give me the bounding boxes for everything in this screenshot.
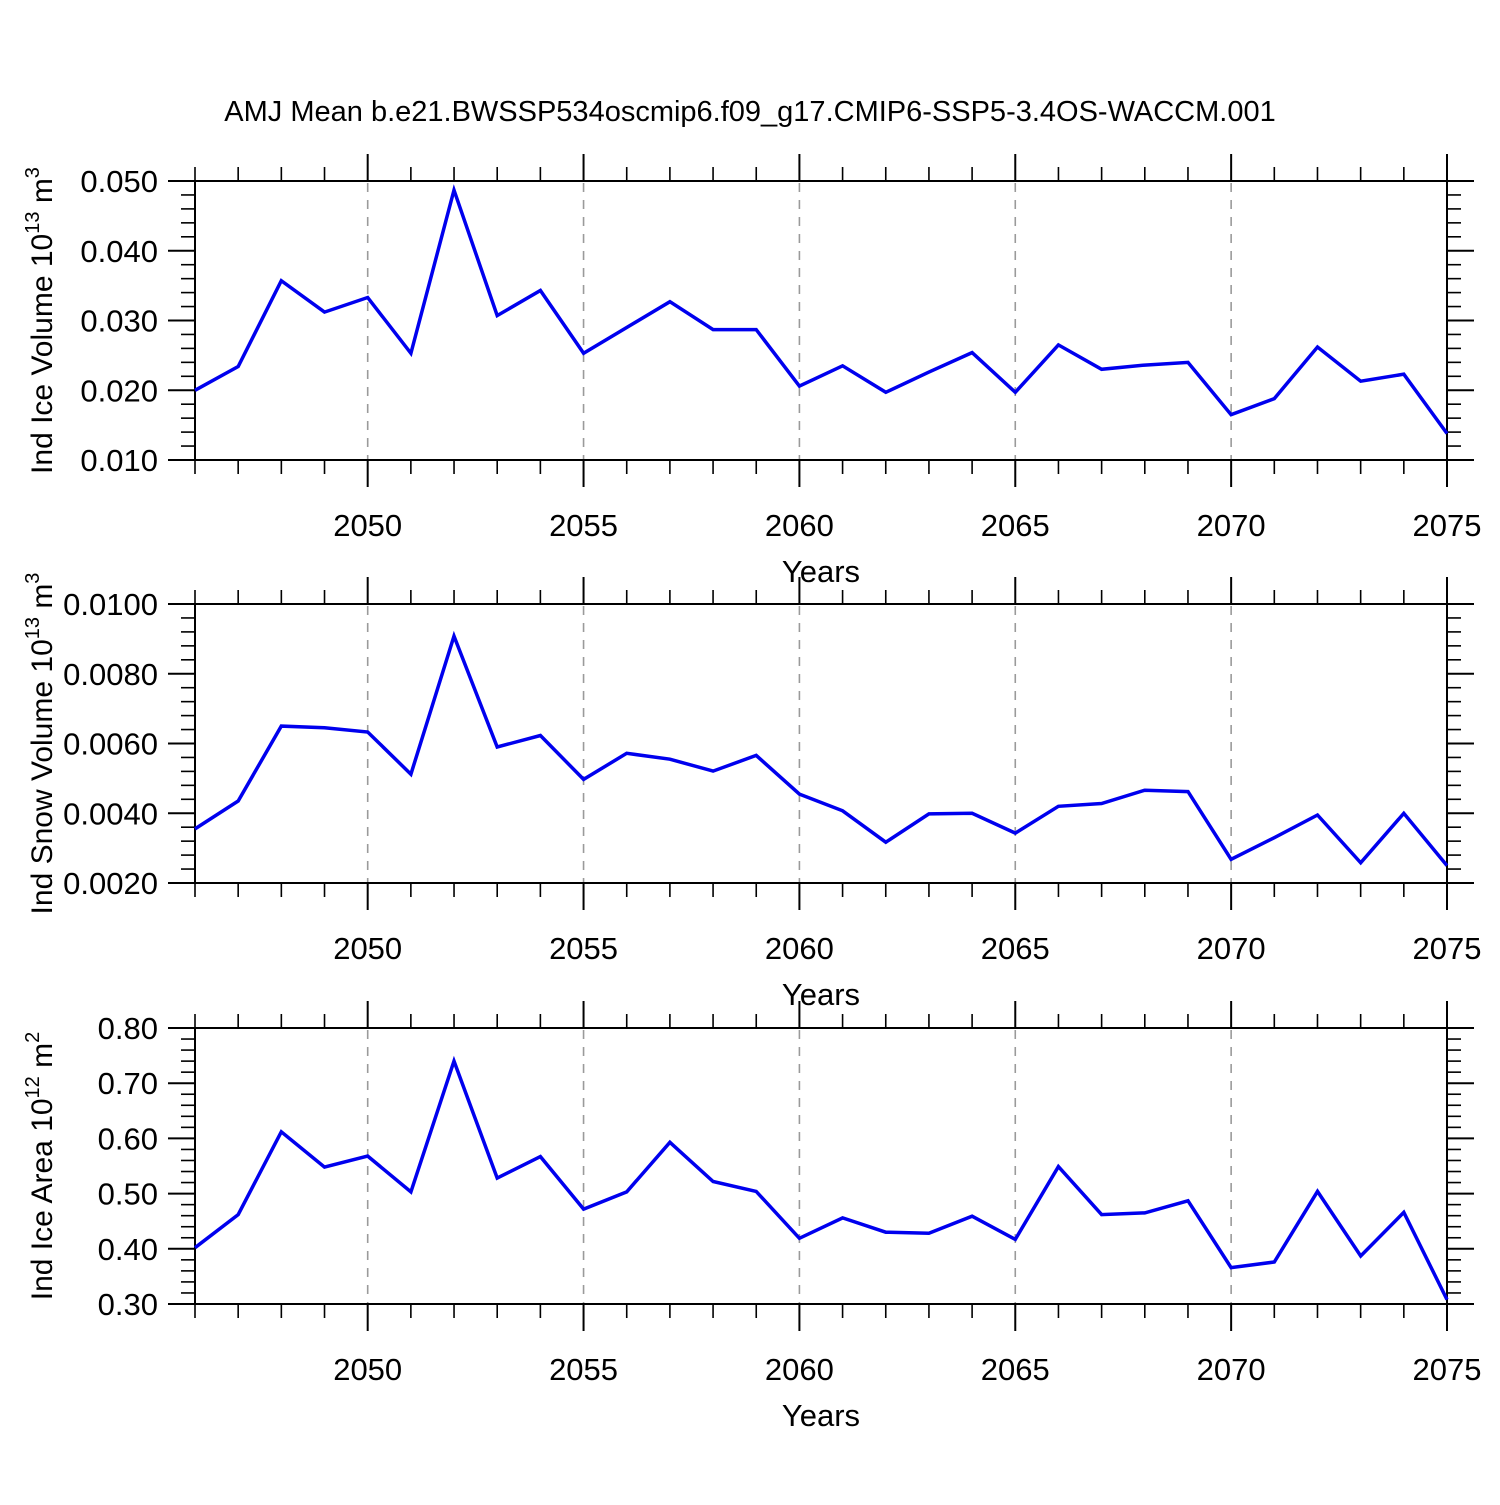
- x-tick-label: 2055: [549, 931, 618, 966]
- y-axis-title: Ind Ice Volume 1013 m3: [22, 167, 59, 474]
- x-tick-label: 2065: [981, 1352, 1050, 1387]
- x-tick-label: 2055: [549, 508, 618, 543]
- x-tick-label: 2060: [765, 1352, 834, 1387]
- y-tick-label: 0.0020: [63, 866, 158, 901]
- ice-area-chart: 2050 2055 2060 2065 2070 2075 Years 0.30 0.40 0.5…: [22, 1001, 1481, 1433]
- y-tick-label: 0.050: [80, 164, 158, 199]
- data-line: [194, 630, 1449, 867]
- x-tick-label: 2050: [333, 508, 402, 543]
- y-tick-label: 0.80: [98, 1011, 158, 1046]
- x-axis-title: Years: [782, 554, 860, 589]
- y-tick-label: 0.70: [98, 1066, 158, 1101]
- y-tick-label: 0.030: [80, 304, 158, 339]
- x-tick-label: 2060: [765, 931, 834, 966]
- y-tick-label: 0.40: [98, 1232, 158, 1267]
- y-tick-label: 0.0060: [63, 727, 158, 762]
- y-tick-label: 0.0100: [63, 587, 158, 622]
- y-axis-title: Ind Snow Volume 1013 m3: [22, 573, 59, 915]
- y-tick-label: 0.0080: [63, 657, 158, 692]
- y-tick-label: 0.50: [98, 1177, 158, 1212]
- x-tick-label: 2050: [333, 1352, 402, 1387]
- data-line: [193, 1055, 1449, 1301]
- y-axis-title: Ind Ice Area 1012 m2: [22, 1032, 59, 1301]
- charts-container: 2050 2055 2060 2065 2070 2075 Years 0.010 0.020 0…: [22, 154, 1481, 1433]
- plot-frame: [194, 1027, 1448, 1305]
- snow-volume-chart: 2050 2055 2060 2065 2070 2075 Years 0.0020 0.004…: [22, 573, 1481, 1012]
- y-tick-label: 0.040: [80, 234, 158, 269]
- x-tick-label: 2075: [1413, 1352, 1482, 1387]
- x-tick-label: 2070: [1197, 1352, 1266, 1387]
- x-tick-label: 2065: [981, 931, 1050, 966]
- y-tick-label: 0.010: [80, 443, 158, 478]
- x-tick-label: 2070: [1197, 508, 1266, 543]
- y-tick-label: 0.020: [80, 373, 158, 408]
- x-tick-label: 2065: [981, 508, 1050, 543]
- x-axis-title: Years: [782, 977, 860, 1012]
- ice-volume-chart: 2050 2055 2060 2065 2070 2075 Years 0.010 0.020 0…: [22, 154, 1481, 589]
- x-tick-label: 2060: [765, 508, 834, 543]
- y-tick-label: 0.30: [98, 1287, 158, 1322]
- data-line: [194, 184, 1449, 435]
- x-tick-label: 2055: [549, 1352, 618, 1387]
- x-axis-title: Years: [782, 1398, 860, 1433]
- y-tick-label: 0.0040: [63, 796, 158, 831]
- x-tick-label: 2075: [1413, 931, 1482, 966]
- x-tick-label: 2050: [333, 931, 402, 966]
- figure-title: AMJ Mean b.e21.BWSSP534oscmip6.f09_g17.C…: [224, 96, 1275, 128]
- x-tick-label: 2070: [1197, 931, 1266, 966]
- y-tick-label: 0.60: [98, 1121, 158, 1156]
- x-tick-label: 2075: [1413, 508, 1482, 543]
